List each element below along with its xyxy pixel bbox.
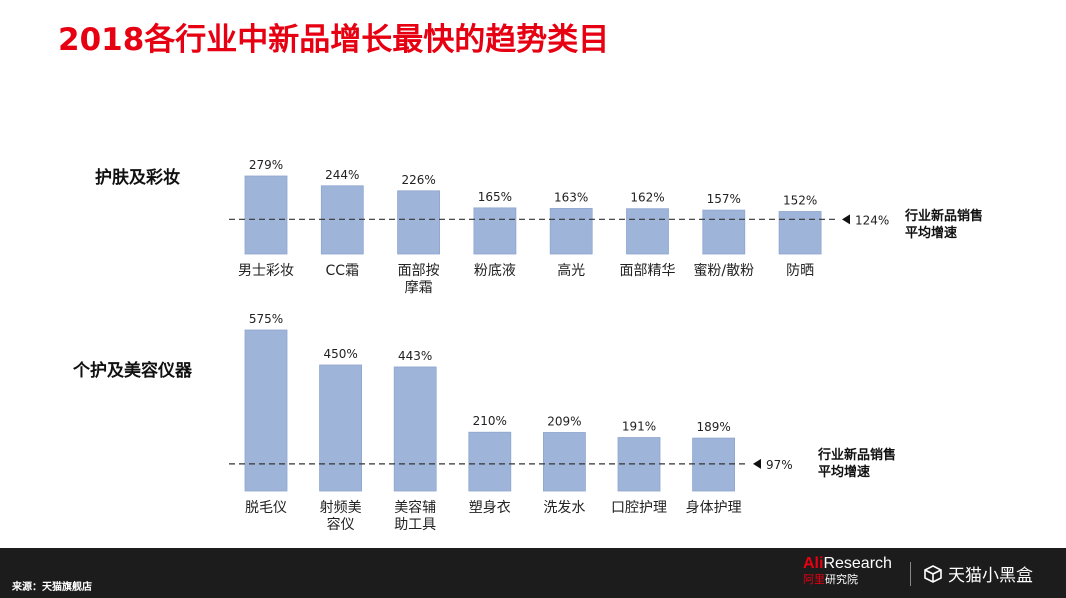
category-label-2-0: 美容辅 <box>394 499 436 516</box>
logo-ali-sub: 研究院 <box>825 573 858 586</box>
category-label-6-0: 蜜粉/散粉 <box>693 263 754 279</box>
category-label-2-0: 面部按 <box>398 263 440 279</box>
value-label-2: 443% <box>398 349 432 363</box>
bar-3 <box>468 431 512 492</box>
logo-divider <box>910 562 911 586</box>
category-label-1-1: 容仪 <box>327 516 355 533</box>
bar-2 <box>393 366 437 492</box>
bar-3 <box>473 207 517 255</box>
value-label-4: 209% <box>547 414 581 428</box>
reference-name-1: 平均增速 <box>905 225 957 241</box>
reference-value-label: 97% <box>766 458 793 472</box>
tmall-logo-text: 天猫小黑盒 <box>948 566 1033 586</box>
bar-4 <box>549 208 593 255</box>
value-label-2: 226% <box>401 173 435 187</box>
reference-name-0: 行业新品销售 <box>817 447 896 463</box>
logo-ali-sub-red: 阿里 <box>803 573 825 586</box>
category-label-4-0: 洗发水 <box>543 500 585 516</box>
category-label-0-0: 男士彩妆 <box>238 263 294 279</box>
category-label-4-0: 高光 <box>557 262 585 279</box>
category-label-5-0: 面部精华 <box>620 263 676 279</box>
reference-arrow-icon <box>753 458 761 469</box>
bar-0 <box>244 175 288 255</box>
bar-4 <box>543 432 586 492</box>
value-label-3: 210% <box>473 414 507 428</box>
reference-value-label: 124% <box>855 213 889 227</box>
logo-ali-suffix: Research <box>823 555 892 572</box>
category-label-1-0: CC霜 <box>326 263 360 279</box>
bar-6 <box>702 209 746 255</box>
bar-2 <box>397 190 441 255</box>
category-label-1-0: 射频美 <box>320 500 362 516</box>
category-label-7-0: 防晒 <box>786 263 814 279</box>
category-label-5-0: 口腔护理 <box>611 500 667 516</box>
category-label-0-0: 脱毛仪 <box>245 500 287 516</box>
footer-source: 来源：天猫旗舰店 <box>12 582 92 593</box>
value-label-1: 450% <box>323 347 357 361</box>
category-label-2-1: 助工具 <box>394 517 436 533</box>
bar-6 <box>692 437 735 492</box>
tmall-box-logo: 天猫小黑盒 <box>923 561 1033 586</box>
chart-title: 护肤及彩妆 <box>95 167 180 188</box>
category-label-6-0: 身体护理 <box>686 500 742 516</box>
logo-ali-prefix: Ali <box>803 555 824 572</box>
bar-5 <box>626 208 669 255</box>
bar-7 <box>778 211 822 255</box>
aliresearch-logo: AliResearch 阿里研究院 <box>803 555 892 586</box>
page-title: 2018各行业中新品增长最快的趋势类目 <box>58 22 610 58</box>
bar-0 <box>244 329 288 492</box>
footer-bar: 来源：天猫旗舰店 AliResearch 阿里研究院 天猫小黑盒 <box>0 548 1066 598</box>
box-icon <box>924 564 942 583</box>
value-label-7: 152% <box>783 194 817 208</box>
value-label-6: 157% <box>707 192 741 206</box>
category-label-3-0: 粉底液 <box>474 263 516 279</box>
value-label-1: 244% <box>325 168 359 182</box>
value-label-4: 163% <box>554 190 588 204</box>
value-label-3: 165% <box>478 190 512 204</box>
reference-name-0: 行业新品销售 <box>904 208 983 224</box>
value-label-0: 279% <box>249 158 283 172</box>
value-label-6: 189% <box>696 420 730 434</box>
value-label-5: 162% <box>630 191 664 205</box>
category-label-2-1: 摩霜 <box>405 279 433 296</box>
bar-1 <box>319 364 363 492</box>
value-label-5: 191% <box>622 420 656 434</box>
reference-name-1: 平均增速 <box>818 464 870 480</box>
reference-arrow-icon <box>842 214 850 225</box>
category-label-3-0: 塑身衣 <box>469 500 511 516</box>
value-label-0: 575% <box>249 312 283 326</box>
chart-title: 个护及美容仪器 <box>72 360 193 381</box>
